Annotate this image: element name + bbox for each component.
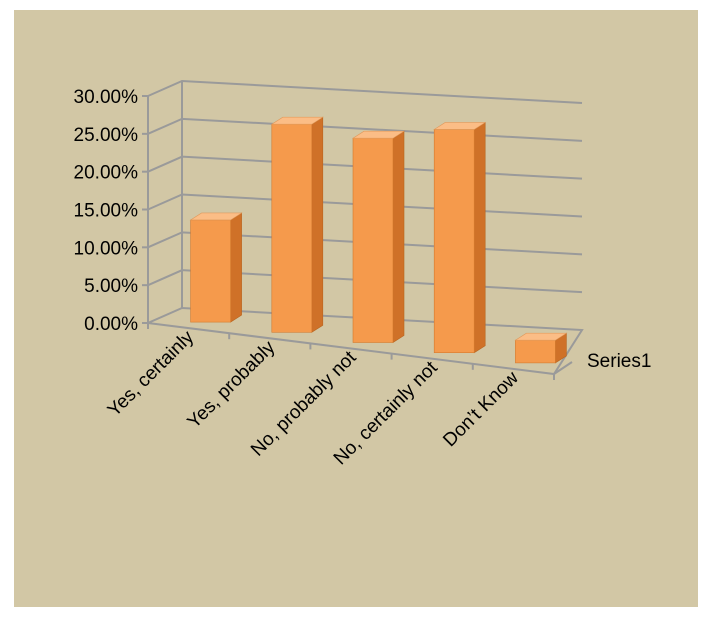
bar (351, 130, 406, 344)
bar-front-face (190, 219, 231, 323)
y-tick-label: 10.00% (74, 238, 139, 259)
bar-side-face (392, 130, 405, 344)
y-tick-label: 30.00% (74, 87, 139, 108)
y-tick-label: 20.00% (74, 163, 139, 184)
bar-side-face (230, 212, 242, 323)
series-axis-label: Series1 (587, 351, 651, 372)
bar-top-face (351, 130, 406, 139)
bars (189, 116, 568, 364)
bar (514, 332, 568, 364)
bar-side-face (311, 116, 324, 333)
bar-top-face (514, 332, 568, 341)
y-tick-label: 0.00% (84, 314, 138, 335)
chart-svg: 0.00% 5.00% 10.00% 15.00% 20.00% 25.00% 30.00%… (14, 10, 698, 607)
y-tick-label: 15.00% (74, 201, 139, 222)
y-axis-ticks: 0.00% 5.00% 10.00% 15.00% 20.00% 25.00% 30.00% (74, 87, 148, 335)
bar-front-face (433, 129, 475, 353)
bar (189, 212, 243, 323)
bar-top-face (270, 116, 324, 125)
bar-side-face (473, 121, 486, 354)
gridline (147, 79, 583, 104)
bar-front-face (352, 137, 394, 343)
bar-top-face (189, 212, 243, 221)
chart-area: 0.00% 5.00% 10.00% 15.00% 20.00% 25.00% 30.00%… (14, 10, 698, 607)
bar-top-face (433, 122, 487, 130)
series-axis-line (553, 361, 573, 375)
y-tick-label: 5.00% (84, 276, 138, 297)
bar-front-face (271, 123, 313, 333)
y-tick-label: 25.00% (74, 125, 139, 146)
bar-front-face (515, 339, 556, 364)
bar (433, 121, 487, 354)
chart-floor (144, 306, 584, 376)
bar (270, 116, 324, 333)
